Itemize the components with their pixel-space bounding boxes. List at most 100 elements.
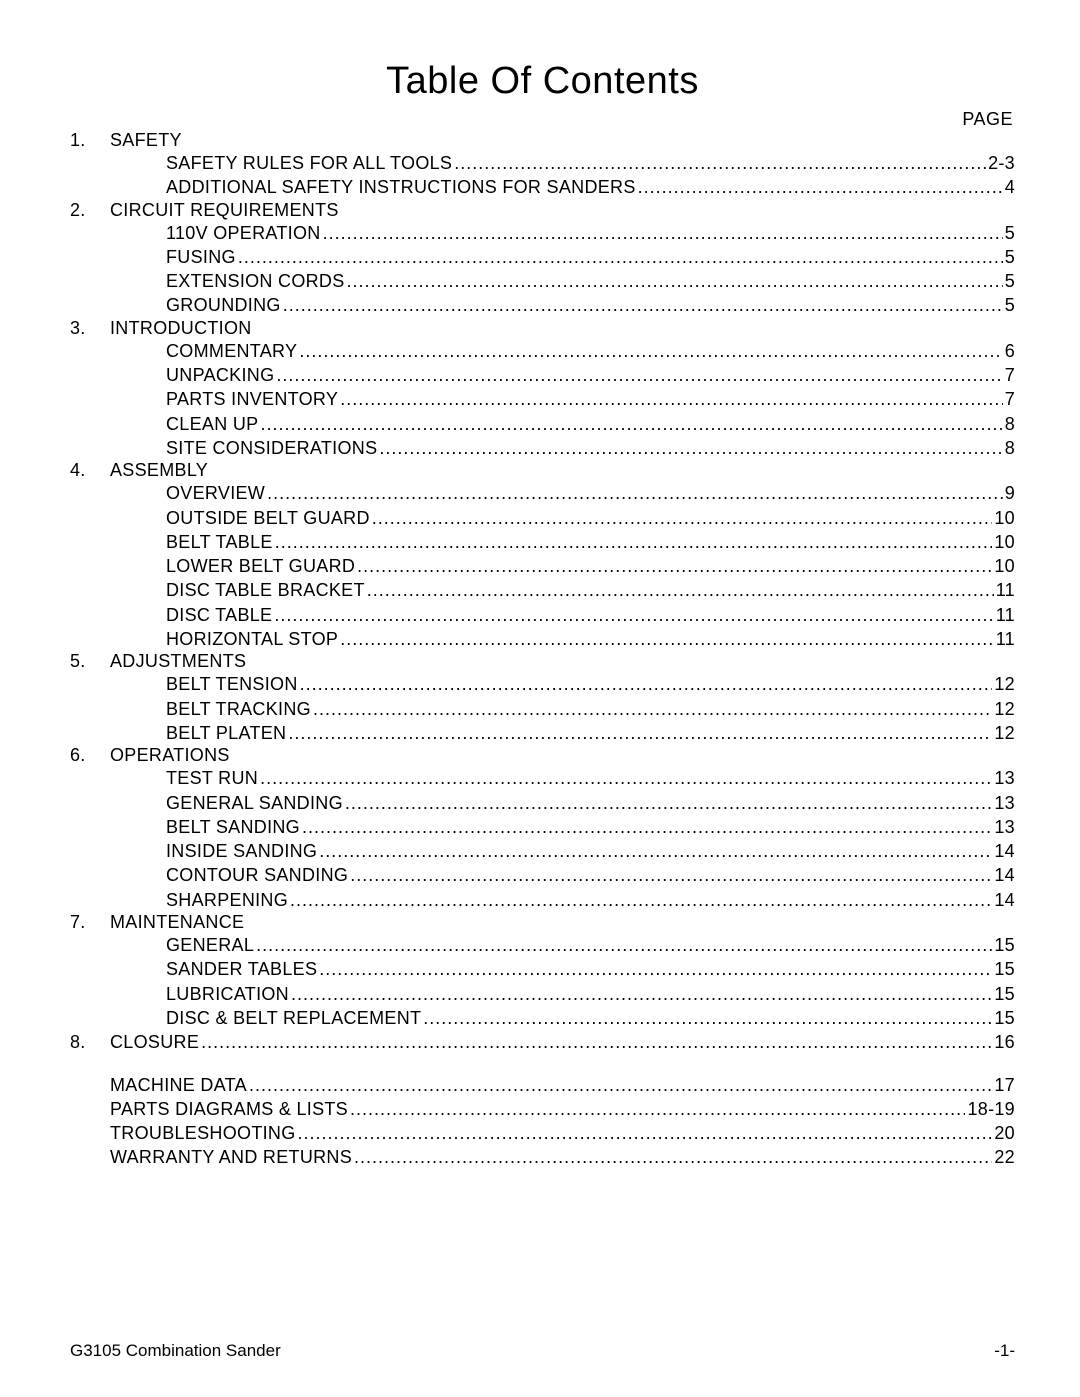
- toc-appendix-row: WARRANTY AND RETURNS....................…: [70, 1145, 1015, 1169]
- toc-sub-label: HORIZONTAL STOP: [166, 627, 338, 651]
- toc-leader: ........................................…: [319, 957, 992, 981]
- toc-sub-label: BELT PLATEN: [166, 721, 286, 745]
- toc-sub-row: LOWER BELT GUARD........................…: [70, 554, 1015, 578]
- toc-section-row: 4.ASSEMBLY: [70, 460, 1015, 481]
- toc-page-number: 2-3: [988, 151, 1015, 175]
- toc-page-number: 15: [994, 1006, 1015, 1030]
- toc-appendix-label: MACHINE DATA: [110, 1073, 247, 1097]
- toc-sub-row: 110V OPERATION .........................…: [70, 221, 1015, 245]
- toc-sub-row: TEST RUN ...............................…: [70, 766, 1015, 790]
- toc-leader: ........................................…: [201, 1030, 992, 1054]
- toc-sub-label: 110V OPERATION: [166, 221, 321, 245]
- toc-sub-row: GENERAL SANDING ........................…: [70, 791, 1015, 815]
- toc-sub-row: INSIDE SANDING .........................…: [70, 839, 1015, 863]
- toc-leader: ........................................…: [354, 1145, 992, 1169]
- page-title: Table Of Contents: [70, 60, 1015, 103]
- toc-leader: ........................................…: [256, 933, 992, 957]
- toc-sub-label: LUBRICATION: [166, 982, 289, 1006]
- toc-page-number: 5: [1005, 245, 1015, 269]
- toc-sub-label: GROUNDING: [166, 293, 281, 317]
- toc-appendix-block: MACHINE DATA ...........................…: [70, 1073, 1015, 1170]
- toc-sub-row: DISC TABLE BRACKET......................…: [70, 578, 1015, 602]
- toc-sub-label: GENERAL: [166, 933, 254, 957]
- toc-sub-label: COMMENTARY: [166, 339, 297, 363]
- toc-sub-row: GENERAL.................................…: [70, 933, 1015, 957]
- toc-section-title: OPERATIONS: [110, 745, 230, 766]
- toc-section-title: INTRODUCTION: [110, 318, 252, 339]
- toc-leader: ........................................…: [379, 436, 1002, 460]
- page-footer: G3105 Combination Sander -1-: [70, 1341, 1015, 1361]
- toc-sub-row: BELT TRACKING ..........................…: [70, 697, 1015, 721]
- toc-section-title: ADJUSTMENTS: [110, 651, 246, 672]
- toc-leader: ........................................…: [291, 982, 992, 1006]
- toc-leader: ........................................…: [299, 339, 1002, 363]
- toc-sub-label: FUSING: [166, 245, 236, 269]
- toc-sub-label: DISC & BELT REPLACEMENT: [166, 1006, 421, 1030]
- toc-appendix-label: TROUBLESHOOTING: [110, 1121, 296, 1145]
- toc-leader: ........................................…: [340, 627, 994, 651]
- toc-sub-row: BELT TENSION ...........................…: [70, 672, 1015, 696]
- toc-page-number: 13: [994, 815, 1015, 839]
- toc-section-row: 6.OPERATIONS: [70, 745, 1015, 766]
- toc-page-number: 12: [994, 672, 1015, 696]
- toc-sub-label: LOWER BELT GUARD: [166, 554, 355, 578]
- toc-page-number: 20: [994, 1121, 1015, 1145]
- toc-leader: ........................................…: [345, 791, 993, 815]
- toc-leader: ........................................…: [249, 1073, 992, 1097]
- toc-leader: ........................................…: [423, 1006, 992, 1030]
- toc-page-number: 6: [1005, 339, 1015, 363]
- toc-page-number: 10: [994, 554, 1015, 578]
- toc-leader: ........................................…: [323, 221, 1003, 245]
- toc-section-row: 7.MAINTENANCE: [70, 912, 1015, 933]
- toc-leader: ........................................…: [267, 481, 1003, 505]
- toc-page-number: 17: [994, 1073, 1015, 1097]
- toc-leader: ........................................…: [357, 554, 992, 578]
- toc-sub-row: DISC TABLE..............................…: [70, 603, 1015, 627]
- toc-sub-row: CLEAN UP ...............................…: [70, 412, 1015, 436]
- toc-section-row: 1.SAFETY: [70, 130, 1015, 151]
- toc-sub-row: SHARPENING .............................…: [70, 888, 1015, 912]
- toc-leader: ........................................…: [276, 363, 1002, 387]
- toc-leader: ........................................…: [367, 578, 994, 602]
- toc-leader: ........................................…: [454, 151, 986, 175]
- toc-sub-row: BELT TABLE .............................…: [70, 530, 1015, 554]
- toc-sub-row: EXTENSION CORDS ........................…: [70, 269, 1015, 293]
- toc-section-title: CLOSURE: [110, 1030, 199, 1054]
- toc-sub-row: ADDITIONAL SAFETY INSTRUCTIONS FOR SANDE…: [70, 175, 1015, 199]
- toc-leader: ........................................…: [638, 175, 1003, 199]
- toc-sub-row: CONTOUR SANDING ........................…: [70, 863, 1015, 887]
- page: Table Of Contents PAGE 1.SAFETYSAFETY RU…: [0, 0, 1080, 1397]
- toc-section-title: SAFETY: [110, 130, 182, 151]
- toc-sub-label: CONTOUR SANDING: [166, 863, 348, 887]
- toc-page-number: 11: [996, 578, 1015, 602]
- toc-section-row: 2.CIRCUIT REQUIREMENTS: [70, 200, 1015, 221]
- toc-appendix-label: PARTS DIAGRAMS & LISTS: [110, 1097, 348, 1121]
- toc-section-number: 5.: [70, 651, 110, 672]
- toc-leader: ........................................…: [319, 839, 992, 863]
- toc-section-number: 4.: [70, 460, 110, 481]
- toc-sub-label: OUTSIDE BELT GUARD: [166, 506, 370, 530]
- toc-sub-label: CLEAN UP: [166, 412, 258, 436]
- toc-page-number: 15: [994, 957, 1015, 981]
- toc-section-title: CIRCUIT REQUIREMENTS: [110, 200, 339, 221]
- toc-sub-row: UNPACKING...............................…: [70, 363, 1015, 387]
- toc-page-number: 12: [994, 721, 1015, 745]
- toc-page-number: 11: [996, 603, 1015, 627]
- toc-page-number: 14: [994, 888, 1015, 912]
- toc-section-row: 3.INTRODUCTION: [70, 318, 1015, 339]
- toc-page-number: 7: [1005, 387, 1015, 411]
- toc-sub-row: HORIZONTAL STOP ........................…: [70, 627, 1015, 651]
- toc-sub-row: OUTSIDE BELT GUARD .....................…: [70, 506, 1015, 530]
- toc-leader: ........................................…: [340, 387, 1002, 411]
- toc-page-number: 13: [994, 791, 1015, 815]
- toc-sub-row: BELT SANDING ...........................…: [70, 815, 1015, 839]
- toc-sub-row: DISC & BELT REPLACEMENT ................…: [70, 1006, 1015, 1030]
- toc-leader: ........................................…: [350, 1097, 965, 1121]
- toc-page-number: 18-19: [967, 1097, 1015, 1121]
- toc-page-number: 8: [1005, 436, 1015, 460]
- toc-page-number: 13: [994, 766, 1015, 790]
- toc-leader: ........................................…: [347, 269, 1003, 293]
- toc-leader: ........................................…: [275, 530, 993, 554]
- toc-section-number: 3.: [70, 318, 110, 339]
- toc-leader: ........................................…: [274, 603, 993, 627]
